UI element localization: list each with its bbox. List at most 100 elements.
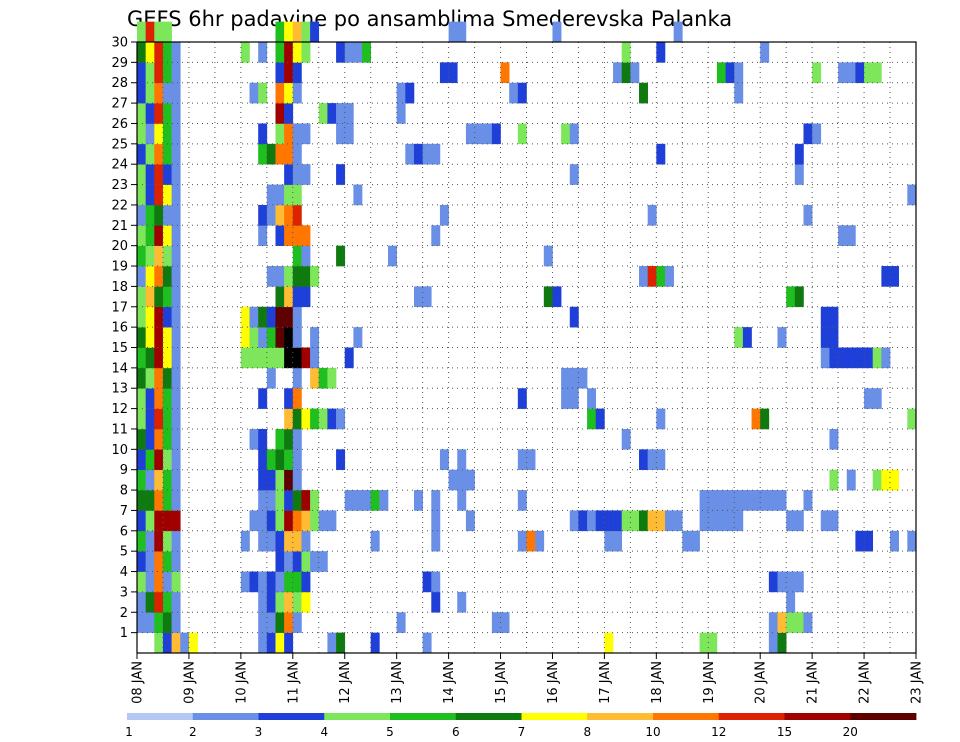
colorbar-label: 20 <box>843 725 858 739</box>
x-tick-label: 09 JAN <box>182 661 197 704</box>
heatmap-cell <box>301 123 311 145</box>
heatmap-cell <box>266 490 276 511</box>
heatmap-cell <box>171 469 181 491</box>
heatmap-cell <box>258 327 268 348</box>
heatmap-cell <box>439 204 449 226</box>
heatmap-cell <box>457 469 467 491</box>
heatmap-cell <box>145 286 155 308</box>
heatmap-cell <box>673 510 683 532</box>
heatmap-cell <box>162 62 172 84</box>
heatmap-cell <box>249 428 259 450</box>
heatmap-cell <box>284 408 294 430</box>
heatmap-cell <box>284 225 294 246</box>
y-tick-label: 29 <box>111 56 128 71</box>
y-tick-label: 4 <box>120 565 128 580</box>
heatmap-cell <box>162 449 172 470</box>
heatmap-cell <box>292 428 302 450</box>
heatmap-cell <box>154 123 164 145</box>
heatmap-cell <box>872 469 882 491</box>
heatmap-cell <box>266 204 276 226</box>
heatmap-cell <box>318 367 328 389</box>
heatmap-cell <box>154 428 164 450</box>
heatmap-cell <box>405 143 415 165</box>
heatmap-cell <box>137 591 146 613</box>
heatmap-cell <box>292 204 302 226</box>
heatmap-cell <box>266 571 276 593</box>
heatmap-cell <box>431 225 441 246</box>
heatmap-cell <box>803 123 813 145</box>
x-tick-label: 21 JAN <box>806 661 821 704</box>
heatmap-cell <box>275 490 285 511</box>
heatmap-cell <box>266 591 276 613</box>
heatmap-cell <box>145 143 155 165</box>
heatmap-cell <box>171 571 181 593</box>
heatmap-cell <box>829 428 839 450</box>
heatmap-cell <box>422 571 432 593</box>
heatmap-cell <box>864 388 874 409</box>
heatmap-cell <box>794 510 804 532</box>
heatmap-cell <box>137 103 146 124</box>
heatmap-cell <box>639 82 648 104</box>
heatmap-cell <box>154 632 164 654</box>
heatmap-cell <box>188 632 198 654</box>
heatmap-cell <box>517 82 527 104</box>
heatmap-cell <box>180 632 190 654</box>
heatmap-cell <box>569 510 579 532</box>
heatmap-cell <box>431 571 441 593</box>
heatmap-cell <box>137 408 146 430</box>
heatmap-cell <box>318 103 328 124</box>
heatmap-cell <box>413 286 423 308</box>
heatmap-cell <box>621 42 631 63</box>
heatmap-cell <box>137 21 146 43</box>
heatmap-cell <box>292 143 302 165</box>
heatmap-cell <box>396 103 406 124</box>
heatmap-cell <box>284 164 294 185</box>
heatmap-cell <box>284 571 294 593</box>
heatmap-cell <box>465 469 475 491</box>
heatmap-cell <box>292 408 302 430</box>
heatmap-cell <box>284 612 294 633</box>
colorbar-label: 2 <box>189 725 197 739</box>
heatmap-cell <box>284 388 294 409</box>
heatmap-cell <box>162 204 172 226</box>
heatmap-cell <box>846 62 856 84</box>
heatmap-cell <box>240 347 250 369</box>
heatmap-cell <box>777 632 787 654</box>
chart-title: GEFS 6hr padavine po ansamblima Smederev… <box>127 7 732 31</box>
heatmap-cell <box>301 286 311 308</box>
heatmap-cell <box>422 286 432 308</box>
heatmap-cell <box>292 225 302 246</box>
heatmap-cell <box>301 164 311 185</box>
heatmap-cell <box>794 612 804 633</box>
heatmap-cell <box>145 62 155 84</box>
heatmap-cell <box>154 82 164 104</box>
heatmap-cell <box>162 367 172 389</box>
heatmap-cell <box>812 62 822 84</box>
heatmap-cell <box>154 306 164 328</box>
heatmap-cell <box>154 571 164 593</box>
heatmap-cell <box>742 327 752 348</box>
heatmap-cell <box>656 42 666 63</box>
heatmap-cell <box>301 490 311 511</box>
heatmap-cell <box>353 184 363 206</box>
heatmap-cell <box>907 184 917 206</box>
heatmap-cell <box>656 408 666 430</box>
heatmap-cell <box>284 347 294 369</box>
heatmap-cell <box>145 367 155 389</box>
heatmap-cell <box>292 123 302 145</box>
heatmap-cell <box>145 347 155 369</box>
heatmap-cell <box>500 612 510 633</box>
heatmap-cell <box>301 551 311 572</box>
colorbar-label: 1 <box>125 725 133 739</box>
heatmap-cell <box>137 347 146 369</box>
heatmap-cell <box>310 367 320 389</box>
heatmap-cell <box>647 510 657 532</box>
colorbar-label: 10 <box>645 725 660 739</box>
heatmap-cell <box>734 510 744 532</box>
heatmap-cell <box>145 164 155 185</box>
heatmap-cell <box>137 367 146 389</box>
heatmap-cell <box>145 510 155 532</box>
heatmap-cell <box>249 571 259 593</box>
heatmap-cell <box>137 62 146 84</box>
heatmap-cell <box>734 490 744 511</box>
